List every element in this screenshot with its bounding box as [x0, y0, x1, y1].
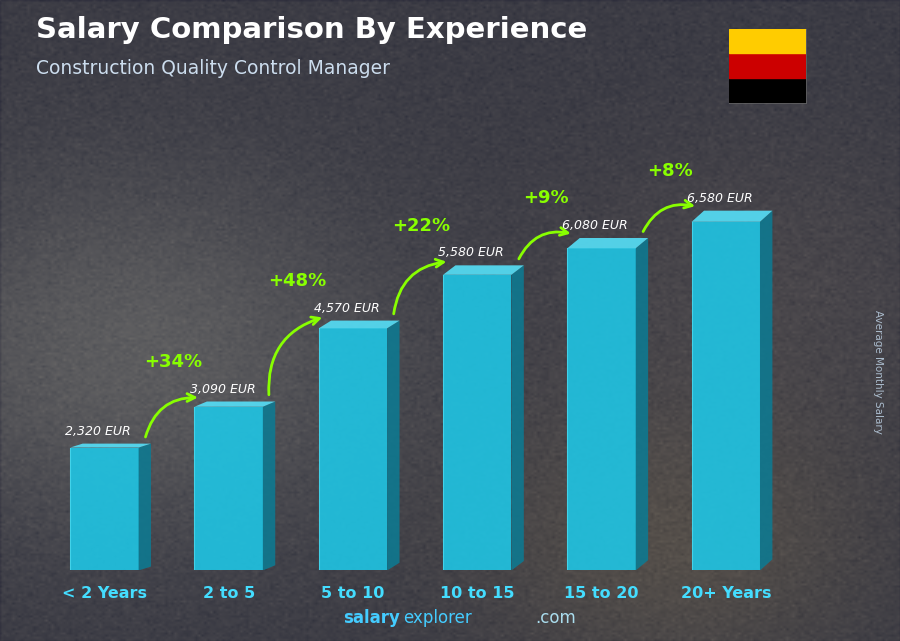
Text: +9%: +9%	[523, 189, 569, 207]
Text: 5,580 EUR: 5,580 EUR	[438, 246, 504, 260]
Polygon shape	[319, 328, 387, 570]
Polygon shape	[70, 447, 139, 570]
Text: +22%: +22%	[392, 217, 450, 235]
Polygon shape	[511, 265, 524, 570]
Polygon shape	[387, 320, 400, 570]
Bar	[729, 78, 806, 103]
Text: 6,080 EUR: 6,080 EUR	[562, 219, 628, 232]
Polygon shape	[319, 320, 400, 328]
Text: 4,570 EUR: 4,570 EUR	[314, 302, 380, 315]
Polygon shape	[567, 238, 648, 248]
Bar	[729, 53, 806, 78]
Polygon shape	[194, 407, 263, 570]
Polygon shape	[760, 211, 772, 570]
Polygon shape	[70, 444, 151, 447]
Text: +8%: +8%	[647, 162, 693, 180]
Polygon shape	[443, 275, 511, 570]
Polygon shape	[443, 265, 524, 275]
Text: +48%: +48%	[268, 272, 326, 290]
Polygon shape	[139, 444, 151, 570]
Polygon shape	[635, 238, 648, 570]
Polygon shape	[691, 222, 760, 570]
Polygon shape	[691, 211, 772, 222]
Bar	[729, 29, 806, 53]
Polygon shape	[567, 248, 635, 570]
Text: +34%: +34%	[144, 353, 202, 370]
Text: salary: salary	[344, 609, 400, 627]
Text: explorer: explorer	[403, 609, 472, 627]
Text: Construction Quality Control Manager: Construction Quality Control Manager	[36, 59, 390, 78]
Text: .com: .com	[536, 609, 576, 627]
Text: 3,090 EUR: 3,090 EUR	[190, 383, 256, 395]
Polygon shape	[263, 401, 275, 570]
Text: Salary Comparison By Experience: Salary Comparison By Experience	[36, 16, 587, 44]
Text: Average Monthly Salary: Average Monthly Salary	[873, 310, 884, 434]
Text: 2,320 EUR: 2,320 EUR	[66, 424, 131, 438]
Polygon shape	[194, 401, 275, 407]
Text: 6,580 EUR: 6,580 EUR	[687, 192, 752, 204]
